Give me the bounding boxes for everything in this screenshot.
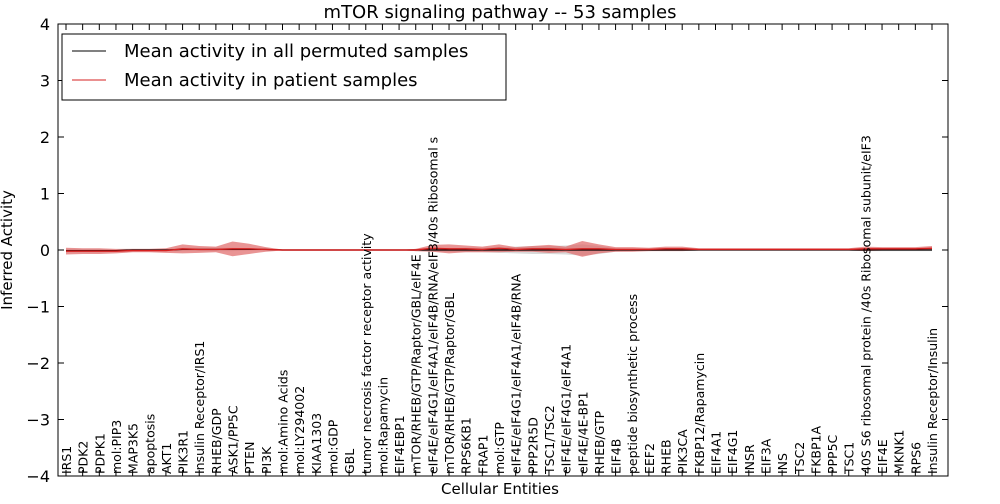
x-tick-label: PDPK1 (92, 433, 107, 474)
x-tick-label: 40S S6 ribosomal protein /40s Ribosomal … (858, 135, 873, 474)
x-tick-label: RPS6 (908, 442, 923, 474)
x-tick-label: mol:LY294002 (292, 386, 307, 474)
x-tick-label: RHEB/GDP (209, 408, 224, 474)
x-axis-label: Cellular Entities (441, 480, 559, 498)
x-tick-label: MAP3K5 (126, 423, 141, 474)
x-tick-label: FKBP12/Rapamycin (692, 353, 707, 474)
y-tick-label: −3 (26, 411, 50, 430)
y-tick-label: 1 (40, 185, 50, 204)
x-tick-label: PPP5C (825, 434, 840, 474)
y-axis-label: Inferred Activity (0, 190, 16, 310)
x-tick-label: eIF4E/eIF4G1/eIF4A1/eIF4B/RNA/eIF3/40s R… (425, 137, 440, 474)
x-tick-label: eIF4E/4E-BP1 (575, 391, 590, 474)
y-tick-label: −2 (26, 354, 50, 373)
x-tick-label: Insulin Receptor/Insulin (925, 328, 940, 474)
x-tick-label: INSR (742, 444, 757, 474)
x-tick-label: EIF4A1 (709, 431, 724, 474)
x-tick-label: PIK3CA (675, 429, 690, 474)
legend-label-patient: Mean activity in patient samples (124, 70, 418, 91)
x-tick-label: PDK2 (76, 441, 91, 474)
legend: Mean activity in all permuted samples Me… (61, 33, 507, 101)
x-tick-label: RPS6KB1 (459, 417, 474, 474)
x-tick-label: MKNK1 (892, 430, 907, 474)
x-tick-label: mol:Amino Acids (276, 370, 291, 474)
x-tick-label: PPP2R5D (525, 417, 540, 474)
legend-box (61, 33, 507, 101)
patient-mean-line (66, 247, 933, 252)
x-tick-label: EEF2 (642, 443, 657, 474)
x-tick-label: FKBP1A (808, 426, 823, 474)
series-lines (66, 247, 933, 252)
x-tick-label: FRAP1 (475, 435, 490, 474)
x-tick-label: KIAA1303 (309, 413, 324, 474)
x-tick-labels: IRS1 PDK2 PDPK1 mol:PIP3 MAP3K5 apoptosis AKT1… (59, 135, 940, 475)
x-tick-label: ASK1/PP5C (226, 405, 241, 474)
y-tick-label: −4 (26, 467, 50, 486)
x-tick-label: mol:Rapamycin (375, 377, 390, 474)
x-tick-label: EIF4G1 (725, 430, 740, 474)
x-tick-label: PIK3R1 (176, 430, 191, 474)
x-tick-label: EIF4B (609, 439, 624, 474)
y-tick-label: 4 (40, 15, 50, 34)
x-tick-label: eIF4E/eIF4G1/eIF4A1/eIF4B/RNA (509, 273, 524, 474)
x-tick-label: mol:GTP (492, 422, 507, 474)
x-tick-label: GBL (342, 449, 357, 474)
chart-title: mTOR signaling pathway -- 53 samples (324, 2, 677, 23)
x-tick-label: AKT1 (159, 443, 174, 474)
x-tick-label: TSC1/TSC2 (542, 405, 557, 475)
x-tick-label: IRS1 (59, 446, 74, 474)
x-tick-label: TSC1 (842, 442, 857, 475)
x-tick-label: mTOR/RHEB/GTP/Raptor/GBL/eIF4E (409, 254, 424, 474)
x-tick-label: RHEB (659, 439, 674, 474)
x-tick-label: mol:GDP (325, 419, 340, 474)
y-tick-label: 2 (40, 128, 50, 147)
x-tick-label: EIF4E (875, 439, 890, 474)
x-tick-label: PTEN (242, 442, 257, 474)
y-tick-labels: −4 −3 −2 −1 0 1 2 3 4 (26, 15, 50, 486)
x-tick-label: apoptosis (142, 414, 157, 474)
x-tick-label: Insulin Receptor/IRS1 (192, 341, 207, 474)
x-tick-label: PI3K (259, 446, 274, 474)
x-tick-label: RHEB/GTP (592, 410, 607, 474)
x-tick-label: peptide biosynthetic process (625, 294, 640, 474)
x-tick-label: INS (775, 453, 790, 474)
plot-frame (57, 23, 949, 477)
x-tick-label: mTOR/RHEB/GTP/Raptor/GBL (442, 293, 457, 474)
x-tick-label: TSC2 (792, 442, 807, 475)
y-tick-label: −1 (26, 298, 50, 317)
x-tick-label: tumor necrosis factor receptor activity (359, 233, 374, 474)
x-tick-label: EIF3A (758, 438, 773, 474)
y-tick-label: 3 (40, 72, 50, 91)
x-tick-label: EIF4EBP1 (392, 415, 407, 474)
y-tick-label: 0 (40, 241, 50, 260)
legend-label-permuted: Mean activity in all permuted samples (124, 41, 468, 62)
x-tick-label: eIF4E/eIF4G1/eIF4A1 (559, 344, 574, 474)
x-tick-label: mol:PIP3 (109, 420, 124, 474)
